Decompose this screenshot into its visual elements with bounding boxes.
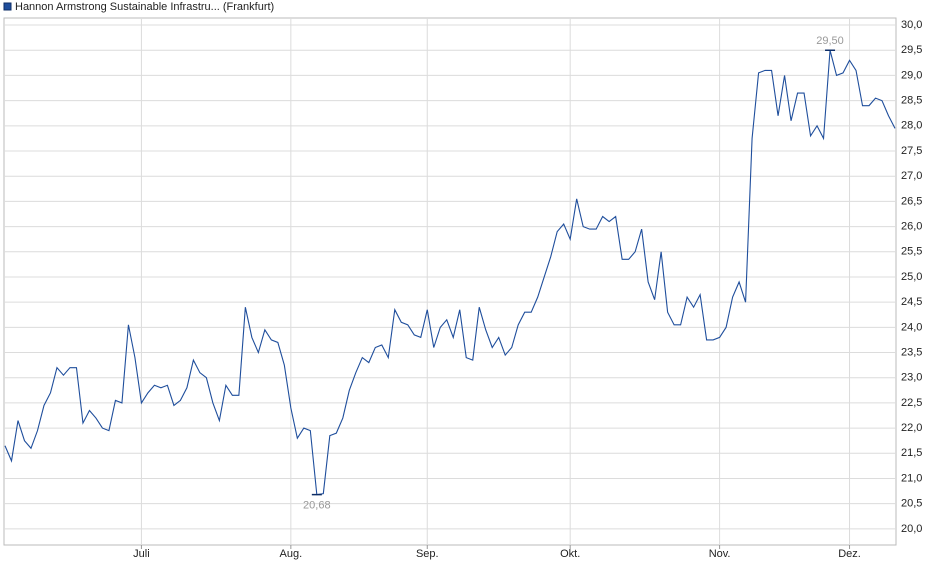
y-tick-label: 29,5 — [901, 44, 922, 56]
y-tick-label: 22,5 — [901, 397, 922, 409]
y-tick-label: 27,0 — [901, 170, 922, 182]
y-tick-label: 28,5 — [901, 95, 922, 107]
extreme-label: 20,68 — [303, 500, 331, 512]
y-tick-label: 30,0 — [901, 19, 922, 31]
y-tick-label: 24,0 — [901, 321, 922, 333]
y-tick-label: 23,5 — [901, 346, 922, 358]
x-tick-label: Sep. — [416, 548, 439, 560]
y-tick-label: 21,5 — [901, 447, 922, 459]
y-tick-label: 24,5 — [901, 296, 922, 308]
y-tick-label: 25,5 — [901, 246, 922, 258]
legend-swatch — [3, 2, 12, 11]
x-tick-label: Juli — [133, 548, 150, 560]
y-tick-label: 21,0 — [901, 472, 922, 484]
y-tick-label: 28,0 — [901, 120, 922, 132]
legend-text: Hannon Armstrong Sustainable Infrastru..… — [15, 1, 274, 13]
y-tick-label: 22,0 — [901, 422, 922, 434]
y-tick-label: 26,0 — [901, 220, 922, 232]
y-tick-label: 20,5 — [901, 498, 922, 510]
y-tick-label: 27,5 — [901, 145, 922, 157]
y-tick-label: 29,0 — [901, 69, 922, 81]
x-tick-label: Nov. — [709, 548, 731, 560]
extreme-label: 29,50 — [816, 35, 844, 47]
y-tick-label: 20,0 — [901, 523, 922, 535]
x-tick-label: Dez. — [838, 548, 861, 560]
y-tick-label: 26,5 — [901, 195, 922, 207]
y-tick-label: 25,0 — [901, 271, 922, 283]
x-tick-label: Aug. — [280, 548, 303, 560]
plot-frame — [3, 17, 897, 546]
x-tick-label: Okt. — [560, 548, 580, 560]
y-tick-label: 23,0 — [901, 372, 922, 384]
price-line — [4, 50, 896, 496]
